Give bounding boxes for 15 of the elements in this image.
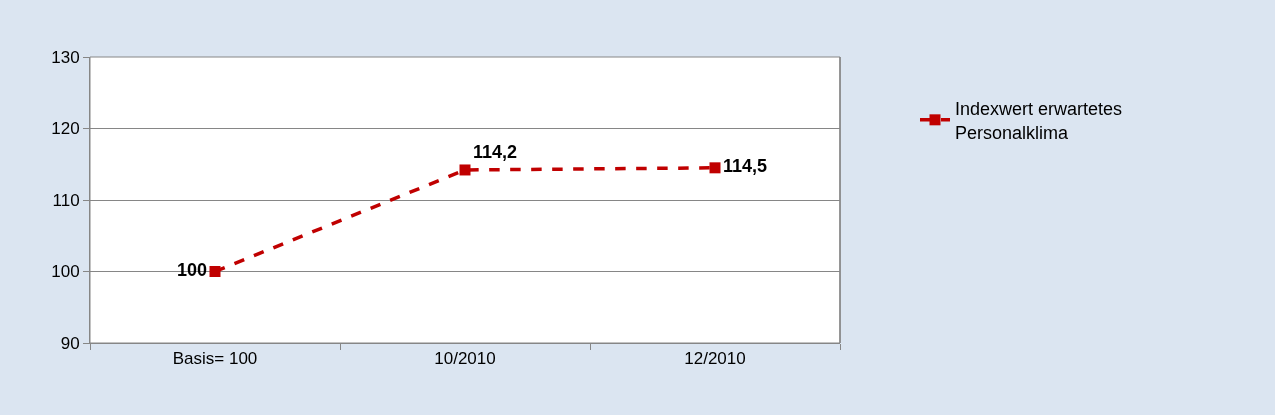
- point: [709, 162, 721, 174]
- x-tick-label: Basis= 100: [172, 349, 258, 369]
- y-tick-label: 130: [51, 47, 80, 67]
- data-label: 114,2: [472, 141, 517, 162]
- data-label: 100: [177, 260, 208, 280]
- y-tick-label: 110: [52, 190, 80, 210]
- y-tick-label: 100: [51, 262, 80, 282]
- x-tick-label: 12/2010: [684, 349, 746, 369]
- point: [459, 164, 471, 176]
- data-label: 114,5: [722, 156, 767, 177]
- y-tick-label: 120: [51, 119, 80, 139]
- x-tick-label: 10/2010: [434, 349, 496, 369]
- legend-label: Indexwert erwartetes Personalklima: [955, 99, 1123, 143]
- point: [209, 266, 221, 277]
- y-tick-label: 90: [60, 333, 80, 353]
